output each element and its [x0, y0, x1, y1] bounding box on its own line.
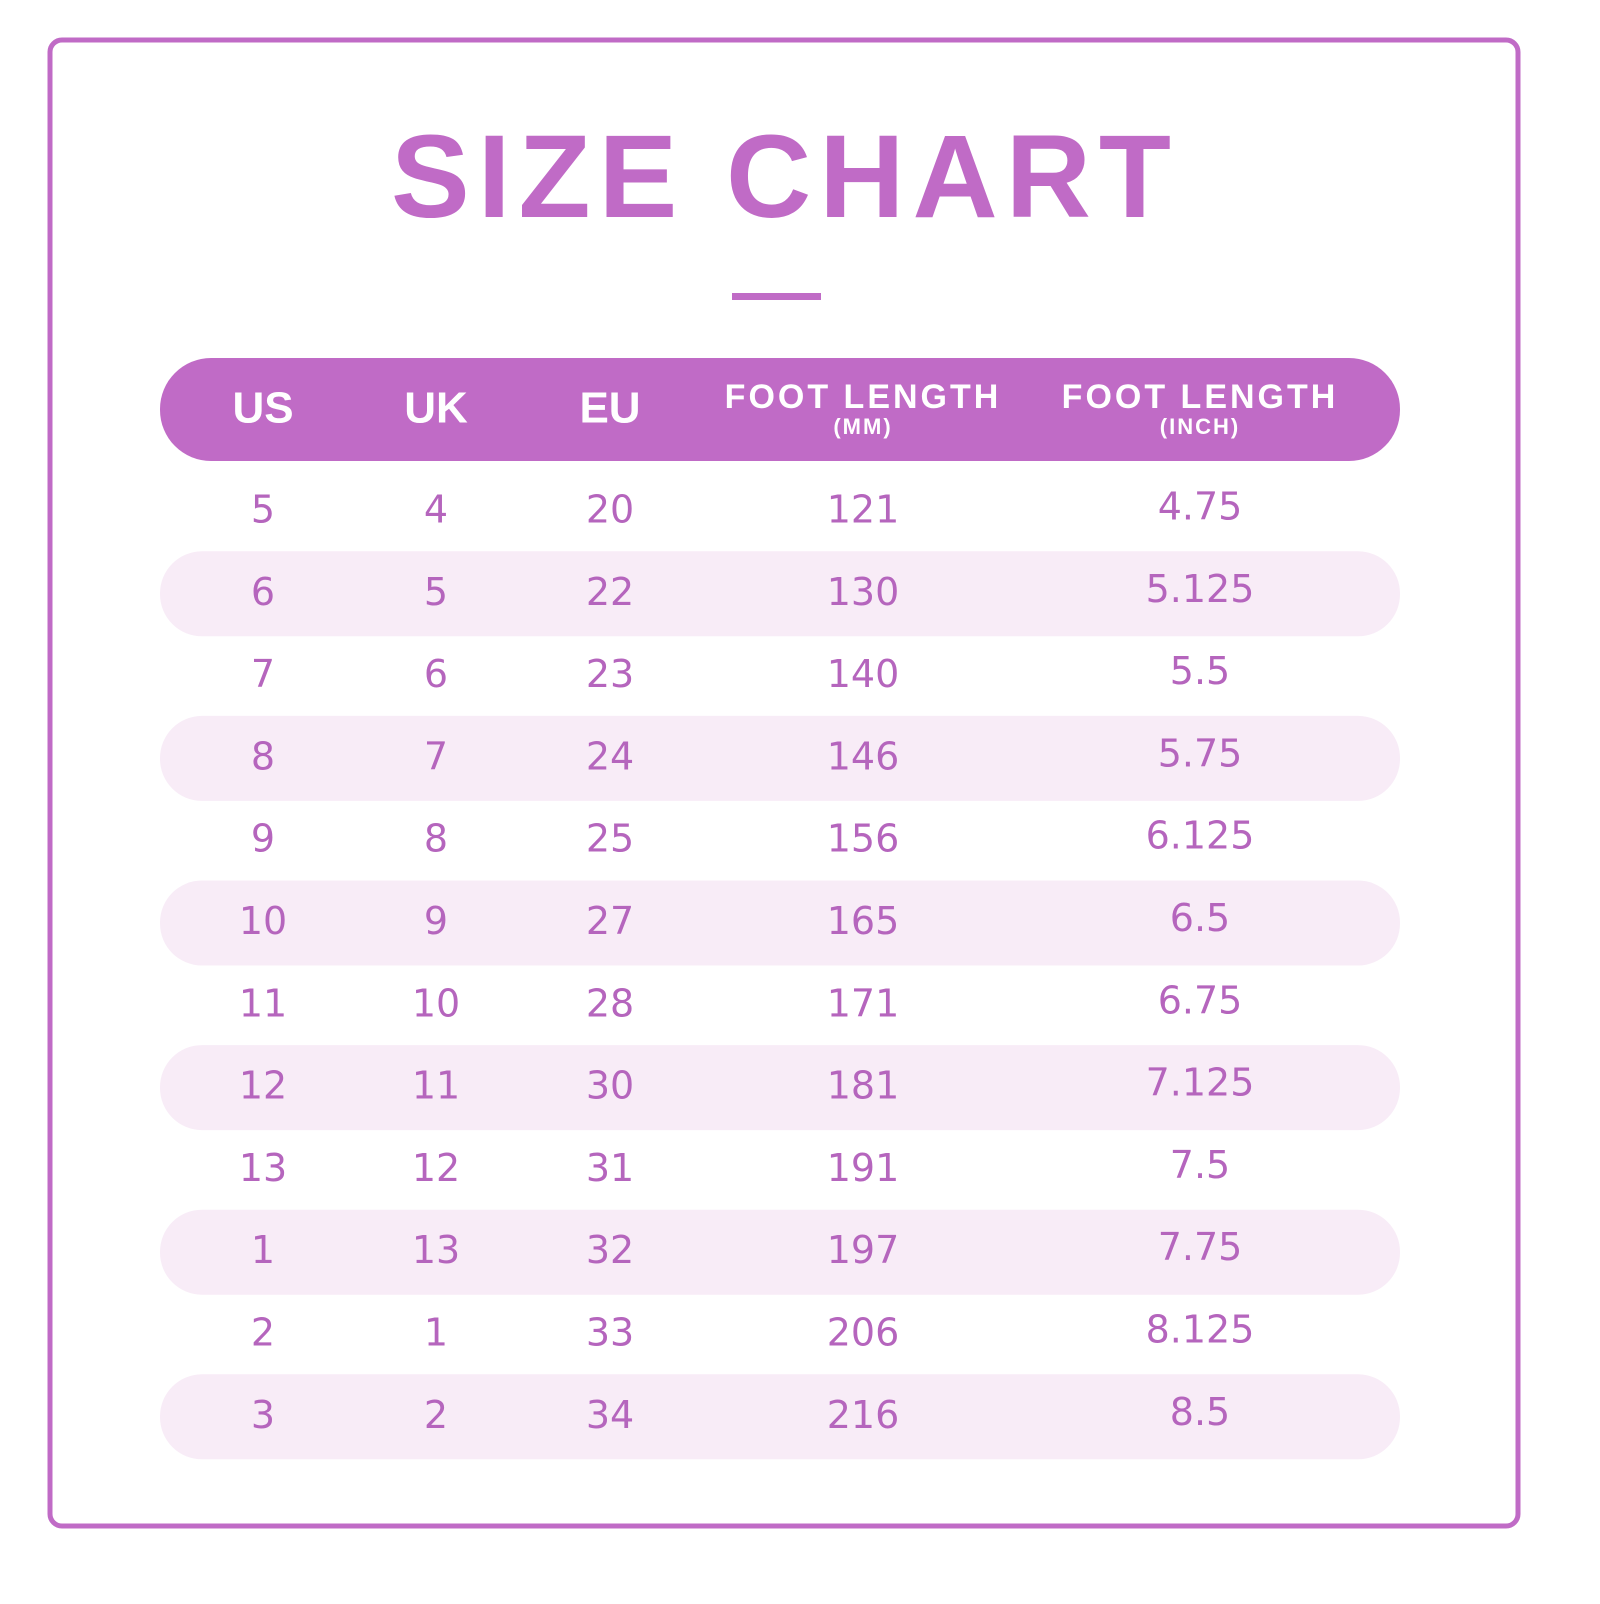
cell: 7.5 — [1170, 1143, 1230, 1187]
cell: 5 — [424, 570, 448, 614]
cell: 5.125 — [1146, 567, 1255, 611]
cell: 28 — [586, 981, 634, 1025]
cell: 5.75 — [1158, 731, 1243, 775]
row-stripe — [160, 715, 1400, 801]
cell: 181 — [827, 1064, 900, 1108]
cell: 34 — [586, 1393, 634, 1437]
cell: 6.75 — [1158, 978, 1243, 1022]
cell: 165 — [827, 899, 900, 943]
cell: 10 — [239, 899, 287, 943]
row-stripe — [160, 1045, 1400, 1131]
cell: 12 — [239, 1064, 287, 1108]
cell: 30 — [586, 1064, 634, 1108]
cell: 140 — [827, 652, 900, 696]
cell: 11 — [412, 1064, 460, 1108]
cell: 9 — [424, 899, 448, 943]
cell: 13 — [412, 1228, 460, 1272]
cell: 3 — [251, 1393, 275, 1437]
cell: 33 — [586, 1311, 634, 1355]
row-stripe — [160, 551, 1400, 637]
cell: 8.5 — [1170, 1390, 1230, 1434]
cell: 8 — [251, 734, 275, 778]
row-stripe — [160, 880, 1400, 966]
cell: 8 — [424, 817, 448, 861]
cell: 206 — [827, 1311, 900, 1355]
cell: 4.75 — [1158, 485, 1243, 529]
cell: 191 — [827, 1146, 900, 1190]
cell: 6 — [251, 570, 275, 614]
cell: 10 — [412, 981, 460, 1025]
cell: 7.125 — [1146, 1061, 1255, 1105]
cell: 13 — [239, 1146, 287, 1190]
title: SIZE CHART — [391, 111, 1179, 243]
row-stripe — [160, 1209, 1400, 1295]
column-header: FOOT LENGTH — [725, 378, 1002, 416]
cell: 12 — [412, 1146, 460, 1190]
cell: 7.75 — [1158, 1225, 1243, 1269]
cell: 2 — [424, 1393, 448, 1437]
title-underline — [732, 293, 821, 300]
cell: 1 — [251, 1228, 275, 1272]
cell: 5 — [251, 488, 275, 532]
column-header: EU — [579, 384, 640, 433]
cell: 11 — [239, 981, 287, 1025]
cell: 25 — [586, 817, 634, 861]
cell: 6 — [424, 652, 448, 696]
cell: 2 — [251, 1311, 275, 1355]
cell: 121 — [827, 488, 900, 532]
cell: 20 — [586, 488, 634, 532]
cell: 130 — [827, 570, 900, 614]
cell: 32 — [586, 1228, 634, 1272]
column-header: UK — [404, 384, 468, 433]
cell: 31 — [586, 1146, 634, 1190]
column-header-unit: (INCH) — [1160, 414, 1240, 439]
column-header: FOOT LENGTH — [1062, 378, 1339, 416]
cell: 7 — [251, 652, 275, 696]
cell: 197 — [827, 1228, 900, 1272]
cell: 1 — [424, 1311, 448, 1355]
cell: 27 — [586, 899, 634, 943]
cell: 7 — [424, 734, 448, 778]
cell: 8.125 — [1146, 1308, 1255, 1352]
cell: 4 — [424, 488, 448, 532]
cell: 9 — [251, 817, 275, 861]
cell: 6.5 — [1170, 896, 1230, 940]
column-header: US — [232, 384, 293, 433]
cell: 171 — [827, 981, 900, 1025]
cell: 22 — [586, 570, 634, 614]
header-bar — [160, 358, 1400, 461]
column-header-unit: (MM) — [833, 414, 892, 439]
cell: 156 — [827, 817, 900, 861]
cell: 6.125 — [1146, 814, 1255, 858]
row-stripe — [160, 1374, 1400, 1460]
cell: 216 — [827, 1393, 900, 1437]
cell: 24 — [586, 734, 634, 778]
cell: 23 — [586, 652, 634, 696]
cell: 5.5 — [1170, 649, 1230, 693]
cell: 146 — [827, 734, 900, 778]
